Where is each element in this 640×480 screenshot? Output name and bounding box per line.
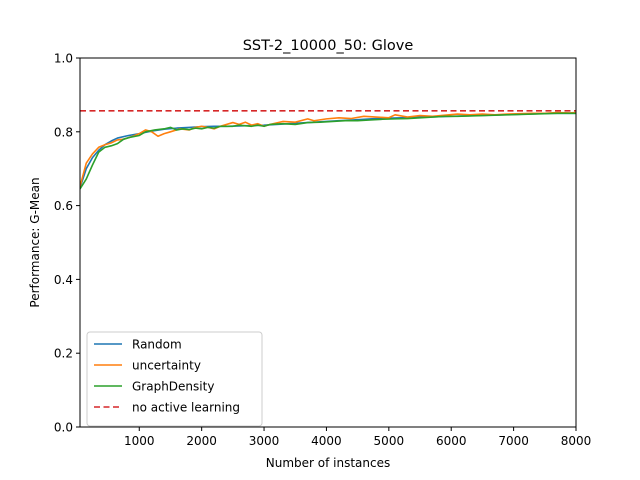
x-tick-label: 4000 xyxy=(311,434,342,448)
series-line-0 xyxy=(80,112,576,189)
x-tick-label: 8000 xyxy=(561,434,592,448)
legend: Random uncertainty GraphDensity no active l… xyxy=(86,331,263,427)
y-tick-label: 0.6 xyxy=(54,199,73,213)
x-tick-label: 7000 xyxy=(498,434,529,448)
x-tick-label: 3000 xyxy=(249,434,280,448)
legend-label-0: Random xyxy=(132,338,182,352)
legend-label-2: GraphDensity xyxy=(132,380,214,394)
y-axis-label: Performance: G-Mean xyxy=(28,177,42,307)
axes-frame xyxy=(79,57,577,428)
plot-area: 1000 2000 3000 4000 5000 6000 7000 8000 0.0 0.2 0.… xyxy=(54,52,591,449)
y-tick-label: 0.4 xyxy=(54,273,73,287)
y-tick-label: 0.8 xyxy=(54,125,73,139)
x-tick-label: 2000 xyxy=(186,434,217,448)
y-tick-label: 0.0 xyxy=(54,421,73,435)
chart-title: SST-2_10000_50: Glove xyxy=(243,38,414,54)
legend-label-3: no active learning xyxy=(132,401,240,415)
x-tick-label: 1000 xyxy=(124,434,155,448)
series-line-1 xyxy=(80,111,576,187)
x-tick-label: 5000 xyxy=(374,434,405,448)
x-tick-label: 6000 xyxy=(436,434,467,448)
series-line-2 xyxy=(80,112,576,190)
legend-box xyxy=(86,331,263,427)
x-axis-label: Number of instances xyxy=(266,456,391,470)
legend-label-1: uncertainty xyxy=(132,359,201,373)
series-lines xyxy=(80,109,576,190)
y-tick-label: 0.2 xyxy=(54,347,73,361)
y-tick-label: 1.0 xyxy=(54,52,73,66)
